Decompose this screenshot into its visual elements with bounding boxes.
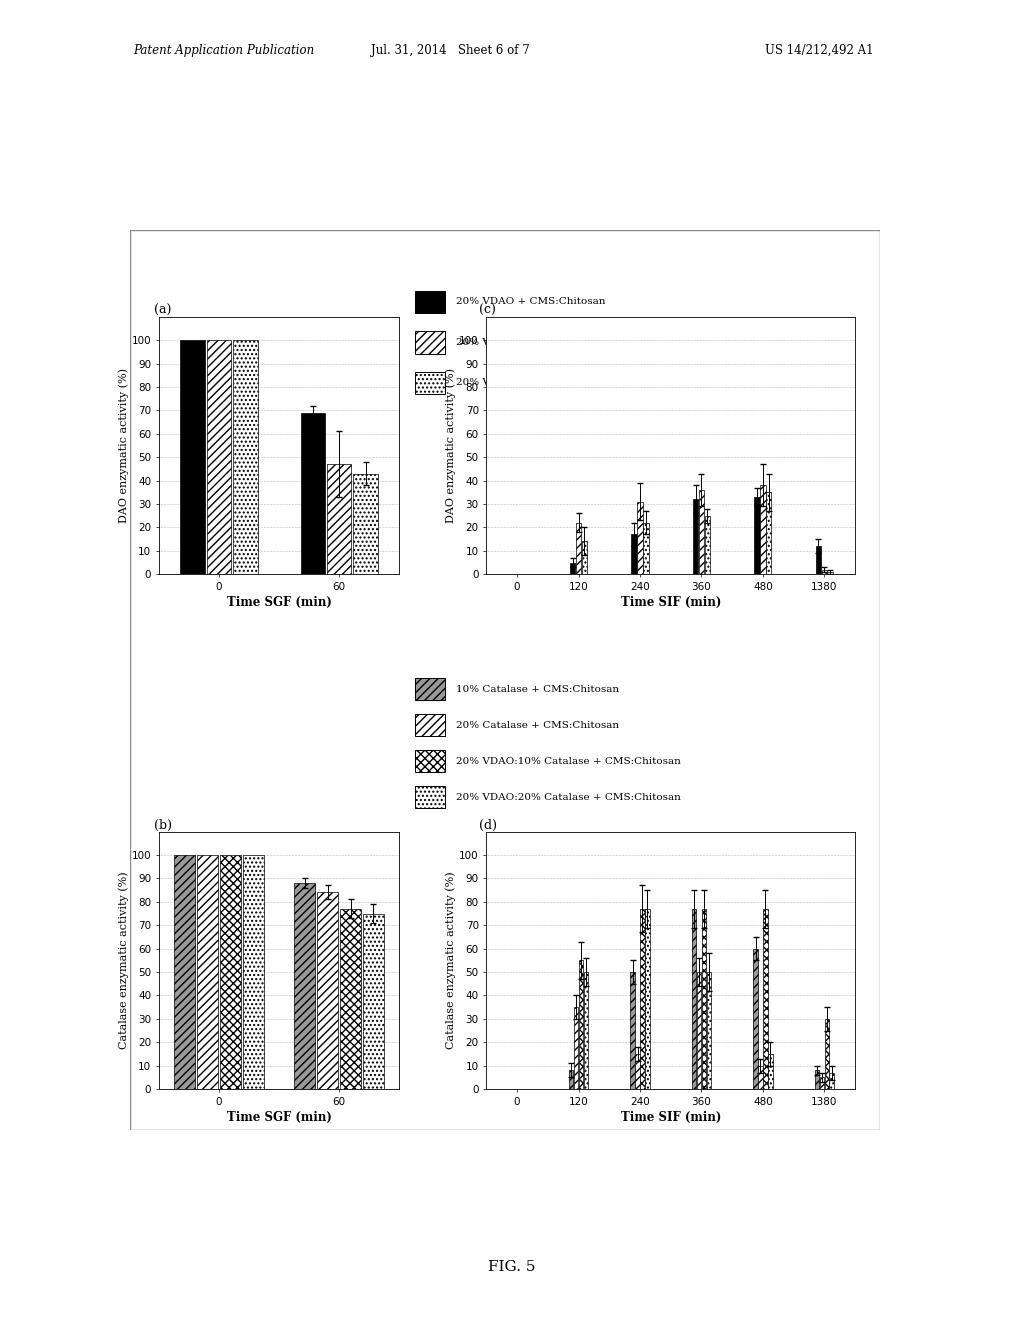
Bar	[707, 972, 711, 1089]
Bar	[569, 1071, 573, 1089]
Text: FIG. 5: FIG. 5	[488, 1261, 536, 1274]
Bar	[584, 972, 588, 1089]
Text: 20% VDAO:20% Catalase + CMS:Chitosan: 20% VDAO:20% Catalase + CMS:Chitosan	[457, 379, 681, 388]
Bar	[415, 785, 445, 808]
Bar	[829, 1073, 834, 1089]
Bar	[643, 523, 648, 574]
Text: 20% VDAO:10% Catalase + CMS:Chitosan: 20% VDAO:10% Catalase + CMS:Chitosan	[457, 338, 681, 347]
Bar	[174, 855, 196, 1089]
Bar	[692, 909, 696, 1089]
Bar	[705, 516, 710, 574]
Bar	[821, 569, 827, 574]
Text: 20% VDAO:20% Catalase + CMS:Chitosan: 20% VDAO:20% Catalase + CMS:Chitosan	[457, 792, 681, 801]
Bar	[635, 1053, 640, 1089]
Bar	[701, 909, 707, 1089]
Text: Jul. 31, 2014   Sheet 6 of 7: Jul. 31, 2014 Sheet 6 of 7	[371, 44, 530, 57]
Bar	[760, 486, 766, 574]
Bar	[766, 492, 771, 574]
Bar	[415, 714, 445, 737]
Bar	[698, 490, 705, 574]
Bar	[645, 909, 649, 1089]
Bar	[824, 1019, 829, 1089]
Bar	[243, 855, 264, 1089]
Bar	[768, 1053, 772, 1089]
Bar	[755, 498, 760, 574]
Bar	[353, 474, 378, 574]
Bar	[207, 341, 231, 574]
Bar	[579, 961, 584, 1089]
X-axis label: Time SGF (min): Time SGF (min)	[226, 1111, 332, 1123]
Bar	[294, 883, 315, 1089]
Bar	[362, 913, 384, 1089]
Bar	[180, 341, 205, 574]
X-axis label: Time SIF (min): Time SIF (min)	[621, 597, 721, 609]
Y-axis label: DAO enzymatic activity (%): DAO enzymatic activity (%)	[445, 368, 457, 523]
Y-axis label: Catalase enzymatic activity (%): Catalase enzymatic activity (%)	[118, 871, 129, 1049]
Bar	[693, 499, 698, 574]
X-axis label: Time SGF (min): Time SGF (min)	[226, 597, 332, 609]
Bar	[415, 750, 445, 772]
Bar	[827, 572, 833, 574]
Text: 10% Catalase + CMS:Chitosan: 10% Catalase + CMS:Chitosan	[457, 685, 620, 693]
Text: 20% Catalase + CMS:Chitosan: 20% Catalase + CMS:Chitosan	[457, 721, 620, 730]
Text: (d): (d)	[479, 818, 497, 832]
Bar	[696, 972, 701, 1089]
Bar	[415, 290, 445, 313]
Bar	[575, 523, 582, 574]
Bar	[582, 541, 587, 574]
Bar	[819, 1077, 824, 1089]
Bar	[197, 855, 218, 1089]
Text: US 14/212,492 A1: US 14/212,492 A1	[765, 44, 873, 57]
Bar	[815, 1071, 819, 1089]
Text: (a): (a)	[154, 304, 171, 317]
Bar	[301, 413, 325, 574]
Bar	[632, 535, 637, 574]
Bar	[415, 677, 445, 700]
Bar	[415, 372, 445, 395]
Text: Patent Application Publication: Patent Application Publication	[133, 44, 314, 57]
Bar	[573, 1007, 579, 1089]
X-axis label: Time SIF (min): Time SIF (min)	[621, 1111, 721, 1123]
Bar	[570, 562, 575, 574]
Text: 20% VDAO:10% Catalase + CMS:Chitosan: 20% VDAO:10% Catalase + CMS:Chitosan	[457, 756, 681, 766]
Text: (c): (c)	[479, 304, 496, 317]
Bar	[415, 331, 445, 354]
Bar	[327, 465, 351, 574]
Bar	[754, 949, 758, 1089]
Bar	[233, 341, 257, 574]
Text: 20% VDAO + CMS:Chitosan: 20% VDAO + CMS:Chitosan	[457, 297, 606, 306]
Bar	[758, 1065, 763, 1089]
Bar	[640, 909, 645, 1089]
Bar	[637, 502, 643, 574]
Bar	[340, 909, 361, 1089]
Bar	[631, 972, 635, 1089]
Bar	[763, 909, 768, 1089]
Text: (b): (b)	[154, 818, 172, 832]
Bar	[220, 855, 241, 1089]
Bar	[816, 546, 821, 574]
Y-axis label: DAO enzymatic activity (%): DAO enzymatic activity (%)	[118, 368, 129, 523]
Y-axis label: Catalase enzymatic activity (%): Catalase enzymatic activity (%)	[445, 871, 457, 1049]
Bar	[317, 892, 338, 1089]
